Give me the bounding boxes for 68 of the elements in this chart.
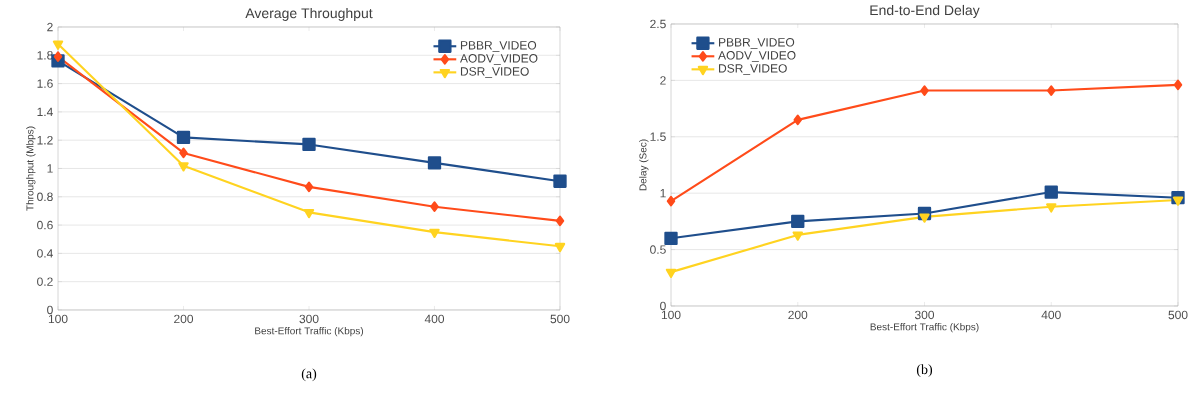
point xyxy=(792,231,803,241)
y-tick-label: 1.8 xyxy=(37,51,53,60)
point xyxy=(555,215,565,227)
point xyxy=(554,242,566,253)
text: (b) xyxy=(916,364,933,377)
point xyxy=(52,40,64,50)
point xyxy=(1172,196,1184,206)
legend-label: PBBR_VIDEO xyxy=(460,41,537,52)
point xyxy=(666,195,676,207)
y-tick-label: 0.8 xyxy=(37,192,53,202)
point xyxy=(304,181,314,193)
x-tick-label: 200 xyxy=(174,314,194,324)
x-tick-label: 100 xyxy=(661,310,681,320)
point xyxy=(302,137,316,152)
legend-label: AODV_VIDEO xyxy=(718,51,796,62)
x-tick-label: 300 xyxy=(299,314,319,324)
y-tick-label: 1 xyxy=(660,189,666,198)
text: (a) xyxy=(301,368,317,382)
y-axis-title: Throughput (Mbps) xyxy=(26,126,36,211)
point xyxy=(1173,79,1183,91)
point xyxy=(430,201,439,213)
x-tick-label: 500 xyxy=(1168,310,1188,320)
x-tick-label: 400 xyxy=(424,314,445,324)
point xyxy=(303,208,315,219)
y-tick-label: 0.4 xyxy=(37,249,53,258)
y-tick-label: 0.6 xyxy=(37,220,53,230)
y-tick-label: 1.4 xyxy=(37,107,53,117)
point xyxy=(793,114,803,126)
point xyxy=(919,213,930,223)
x-axis-title: Best-Effort Traffic (Kbps) xyxy=(870,323,979,333)
chart-title: End-to-End Delay xyxy=(870,4,980,18)
y-tick-label: 2.5 xyxy=(650,19,666,29)
x-tick-label: 100 xyxy=(48,314,68,324)
y-tick-label: 0.5 xyxy=(650,245,666,254)
y-axis-title: Delay (Sec) xyxy=(639,139,649,191)
y-tick-label: 1.6 xyxy=(37,79,53,88)
y-tick-label: 1.2 xyxy=(37,135,53,145)
point xyxy=(179,147,188,159)
legend-label: DSR_VIDEO xyxy=(460,67,529,78)
point xyxy=(664,231,678,245)
point xyxy=(1046,203,1057,213)
point xyxy=(665,268,677,279)
legend-label: DSR_VIDEO xyxy=(719,64,787,75)
point xyxy=(1044,185,1058,199)
y-tick-label: 1.5 xyxy=(650,132,666,141)
point xyxy=(53,51,63,63)
x-tick-label: 300 xyxy=(914,310,935,320)
point xyxy=(176,130,191,145)
x-tick-label: 200 xyxy=(788,310,808,320)
y-tick-label: 2 xyxy=(47,22,53,32)
x-tick-label: 500 xyxy=(550,314,570,324)
point xyxy=(553,174,567,188)
y-tick-label: 0 xyxy=(660,301,666,311)
point xyxy=(178,162,189,172)
legend-label: PBBR_VIDEO xyxy=(719,38,795,49)
point xyxy=(920,85,929,96)
point xyxy=(429,228,440,239)
y-tick-label: 0 xyxy=(47,305,53,315)
point xyxy=(427,156,442,170)
y-tick-label: 2 xyxy=(660,76,666,85)
y-tick-label: 1 xyxy=(47,164,53,173)
legend-label: AODV_VIDEO xyxy=(460,54,538,65)
x-tick-label: 400 xyxy=(1041,310,1061,320)
x-axis-title: Best-Effort Traffic (Kbps) xyxy=(255,327,364,337)
point xyxy=(791,214,805,229)
chart-title: Average Throughput xyxy=(245,7,373,21)
y-tick-label: 0.2 xyxy=(37,277,53,286)
point xyxy=(1046,85,1056,96)
